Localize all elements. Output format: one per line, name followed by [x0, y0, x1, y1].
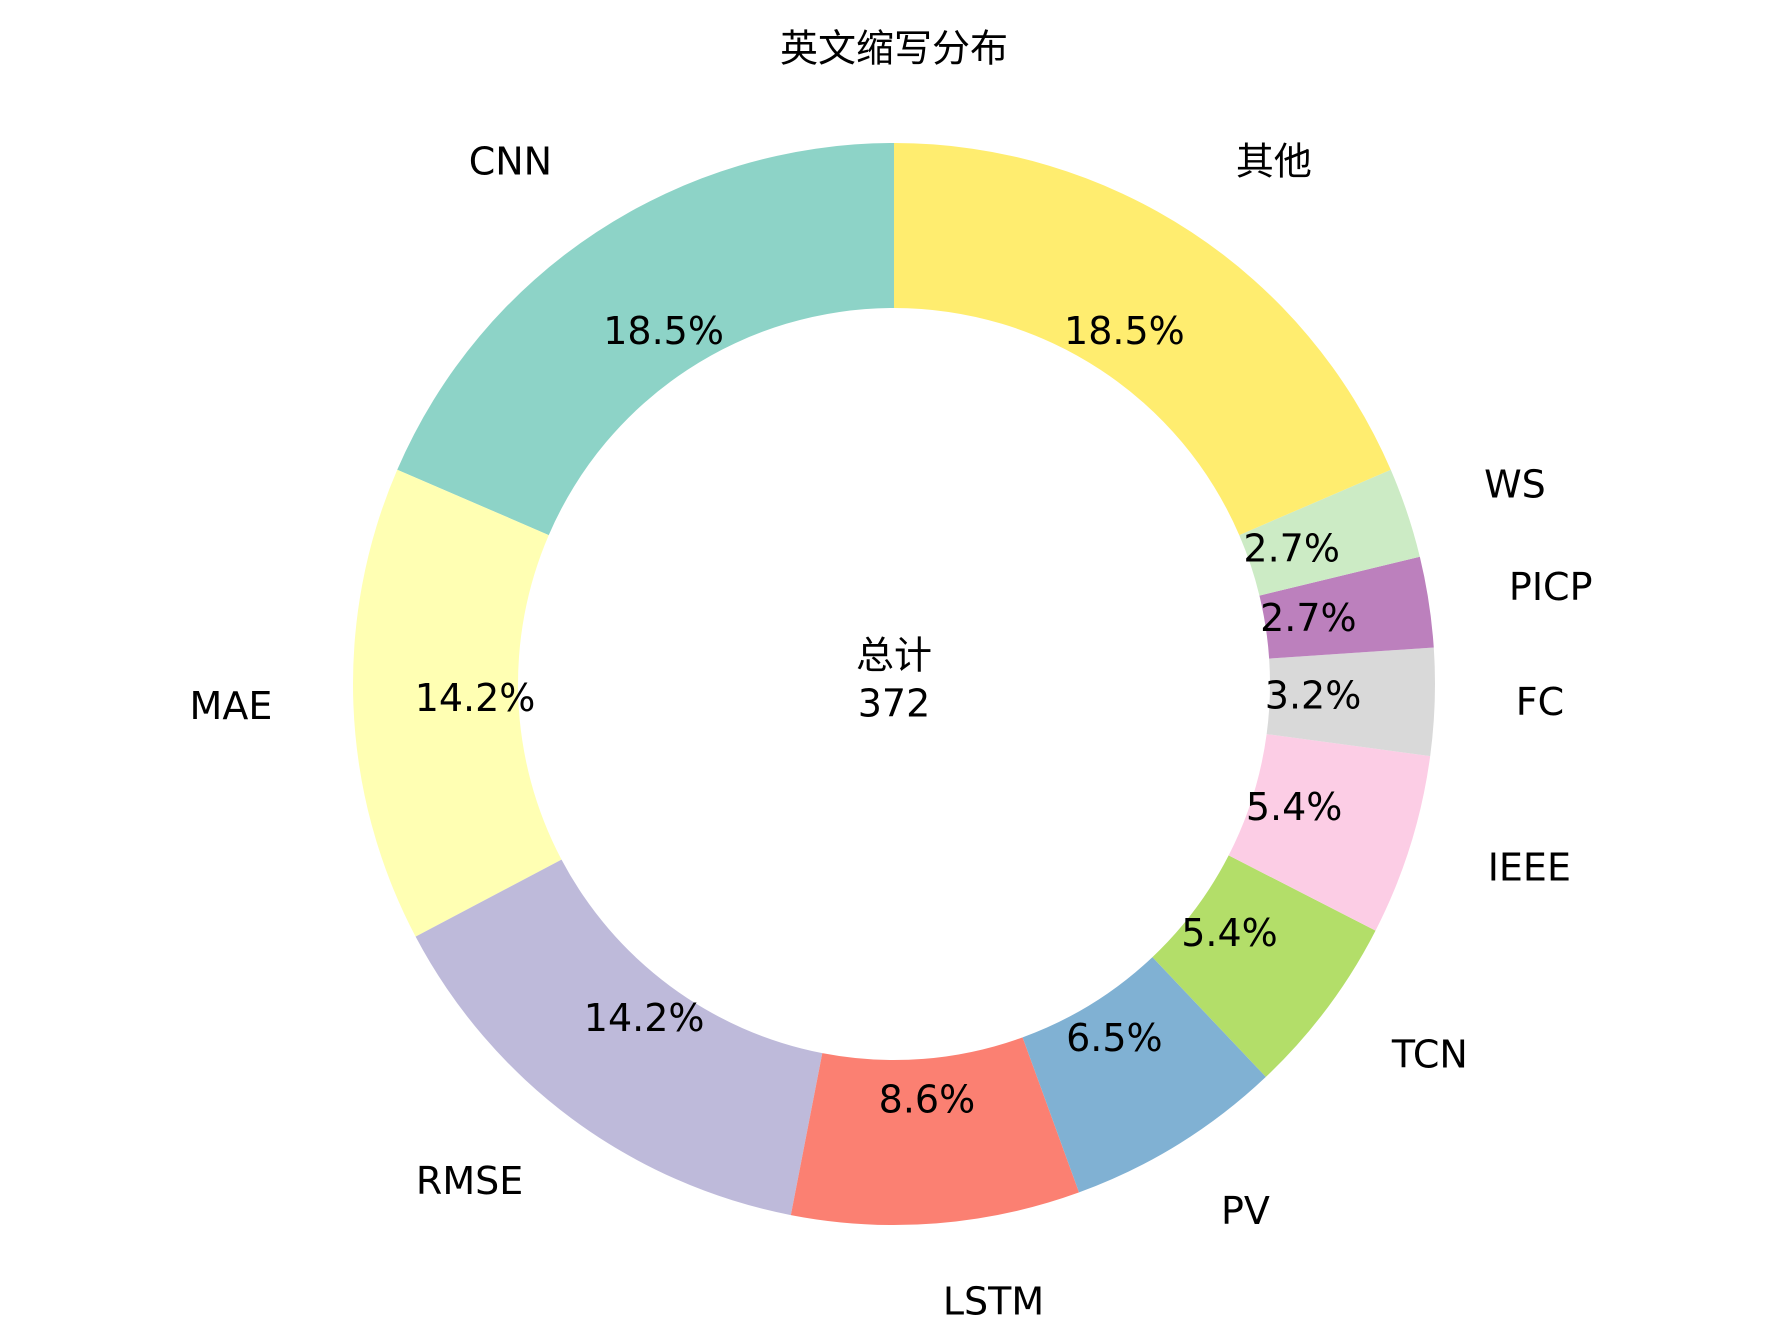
donut-slice	[1239, 469, 1420, 596]
donut-slice	[894, 143, 1391, 536]
value-label: 8.6%	[879, 1077, 976, 1121]
slice-label: CNN	[469, 140, 552, 184]
value-label: 18.5%	[1064, 309, 1185, 353]
donut-slice	[1228, 734, 1431, 931]
donut-slice	[353, 469, 562, 937]
slice-label: TCN	[1391, 1033, 1468, 1077]
slice-label: FC	[1516, 680, 1564, 724]
value-label: 2.7%	[1243, 527, 1340, 571]
slice-label: 其他	[1236, 140, 1312, 184]
center-total: 372	[858, 682, 931, 726]
slice-label: MAE	[190, 684, 273, 728]
donut-slice	[1259, 556, 1434, 659]
value-label: 5.4%	[1246, 785, 1343, 829]
slice-label: PICP	[1509, 565, 1593, 609]
slice-label: IEEE	[1488, 845, 1571, 889]
value-label: 2.7%	[1260, 596, 1357, 640]
donut-slice	[1266, 647, 1436, 757]
slice-label: WS	[1484, 462, 1546, 506]
value-label: 3.2%	[1265, 673, 1362, 717]
donut-slice	[397, 143, 894, 536]
value-label: 14.2%	[584, 996, 705, 1040]
value-label: 14.2%	[415, 676, 536, 720]
donut-slice	[790, 1037, 1080, 1225]
donut-slice	[415, 859, 823, 1216]
donut-slice	[1152, 855, 1376, 1077]
value-label: 5.4%	[1181, 911, 1278, 955]
slice-label: RMSE	[416, 1159, 523, 1203]
slice-label: PV	[1221, 1189, 1270, 1233]
value-label: 6.5%	[1066, 1016, 1163, 1060]
slice-label: LSTM	[943, 1280, 1044, 1323]
chart-title: 英文缩写分布	[780, 27, 1008, 71]
value-label: 18.5%	[603, 309, 724, 353]
center-label: 总计	[856, 634, 932, 678]
donut-slice	[1022, 957, 1266, 1193]
